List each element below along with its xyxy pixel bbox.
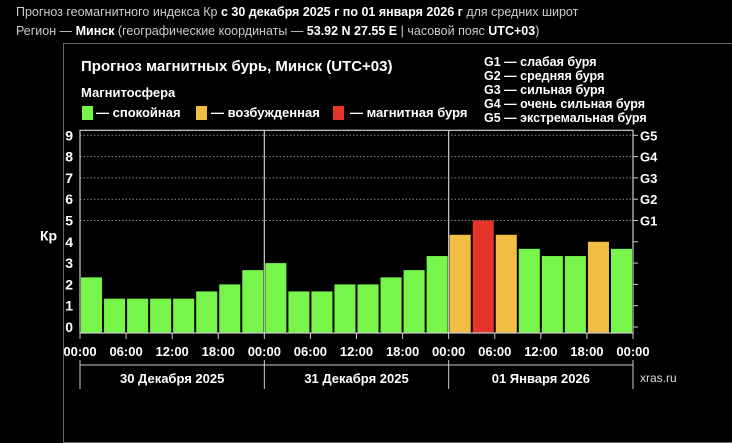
bar bbox=[587, 241, 609, 333]
forecast-header: Прогноз геомагнитного индекса Кр с 30 де… bbox=[16, 5, 579, 19]
legend-swatch-quiet bbox=[82, 106, 93, 120]
x-tick-label: 18:00 bbox=[202, 344, 235, 359]
bar bbox=[541, 256, 563, 333]
day-label: 31 Декабря 2025 bbox=[304, 371, 408, 386]
y-tick-label: 7 bbox=[65, 170, 73, 186]
x-tick-label: 12:00 bbox=[156, 344, 189, 359]
bar bbox=[357, 284, 379, 333]
x-tick-label: 06:00 bbox=[294, 344, 327, 359]
legend-title: Магнитосфера bbox=[81, 85, 176, 100]
x-tick-label: 12:00 bbox=[524, 344, 557, 359]
y-tick-label: 6 bbox=[65, 191, 73, 207]
y-axis-label: Кр bbox=[40, 227, 57, 243]
y-tick-label: 5 bbox=[65, 213, 73, 229]
chart-title: Прогноз магнитных бурь, Минск (UTC+03) bbox=[81, 58, 393, 75]
x-tick-label: 00:00 bbox=[432, 344, 465, 359]
source-label: xras.ru bbox=[640, 371, 677, 385]
bar bbox=[81, 277, 103, 333]
x-tick-label: 00:00 bbox=[63, 344, 96, 359]
bar bbox=[173, 298, 195, 333]
g2-label: G2 — средняя буря bbox=[484, 69, 605, 83]
g3-label: G3 — сильная буря bbox=[484, 83, 605, 97]
day-label: 30 Декабря 2025 bbox=[120, 371, 224, 386]
g-tick-label: G3 bbox=[640, 171, 657, 186]
g-tick-label: G5 bbox=[640, 128, 657, 143]
bar bbox=[127, 298, 149, 333]
kp-chart: 0 1 2 3 4 5 6 7 8 9 G1 G2 G3 G4 G5 Кр 00:00 06:00 12:00 18:… bbox=[40, 127, 658, 389]
x-tick-label: 06:00 bbox=[109, 344, 142, 359]
bar bbox=[311, 291, 333, 333]
bar bbox=[610, 248, 632, 333]
g5-label: G5 — экстремальная буря bbox=[484, 111, 647, 125]
bar bbox=[403, 270, 425, 333]
x-tick-label: 00:00 bbox=[248, 344, 281, 359]
bar bbox=[495, 234, 517, 333]
x-tick-label: 00:00 bbox=[616, 344, 649, 359]
g-tick-label: G1 bbox=[640, 214, 657, 229]
y-tick-label: 8 bbox=[65, 149, 73, 165]
legend-label-active: — возбужденная bbox=[211, 105, 320, 120]
region-header: Регион — Минск (географические координат… bbox=[16, 24, 540, 38]
bar bbox=[150, 298, 172, 333]
bar bbox=[334, 284, 356, 333]
x-tick-label: 12:00 bbox=[340, 344, 373, 359]
bar bbox=[449, 234, 471, 333]
g-tick-label: G4 bbox=[640, 150, 658, 165]
legend-label-quiet: — спокойная bbox=[96, 105, 181, 120]
y-tick-label: 3 bbox=[65, 255, 73, 271]
day-label: 01 Января 2026 bbox=[492, 371, 590, 386]
y-tick-label: 1 bbox=[65, 298, 73, 314]
x-tick-label: 18:00 bbox=[386, 344, 419, 359]
bar bbox=[265, 263, 287, 333]
legend-label-storm: — магнитная буря bbox=[350, 105, 468, 120]
bar bbox=[518, 248, 540, 333]
g-scale-legend: G1 — слабая буря G2 — средняя буря G3 — … bbox=[484, 55, 647, 125]
legend-swatch-active bbox=[196, 106, 207, 120]
g4-label: G4 — очень сильная буря bbox=[484, 97, 645, 111]
x-tick-label: 06:00 bbox=[478, 344, 511, 359]
bar bbox=[472, 220, 494, 333]
y-tick-label: 4 bbox=[65, 234, 73, 250]
bar bbox=[380, 277, 402, 333]
bar bbox=[196, 291, 218, 333]
bar bbox=[219, 284, 241, 333]
bar bbox=[242, 270, 264, 333]
y-tick-label: 0 bbox=[65, 319, 73, 335]
y-tick-label: 2 bbox=[65, 276, 73, 292]
bar bbox=[426, 256, 448, 333]
g-tick-label: G2 bbox=[640, 192, 657, 207]
legend-swatch-storm bbox=[333, 106, 344, 120]
bar bbox=[564, 256, 586, 333]
bar bbox=[288, 291, 310, 333]
y-tick-label: 9 bbox=[65, 127, 73, 143]
bar bbox=[104, 298, 126, 333]
x-tick-label: 18:00 bbox=[570, 344, 603, 359]
g1-label: G1 — слабая буря bbox=[484, 55, 597, 69]
